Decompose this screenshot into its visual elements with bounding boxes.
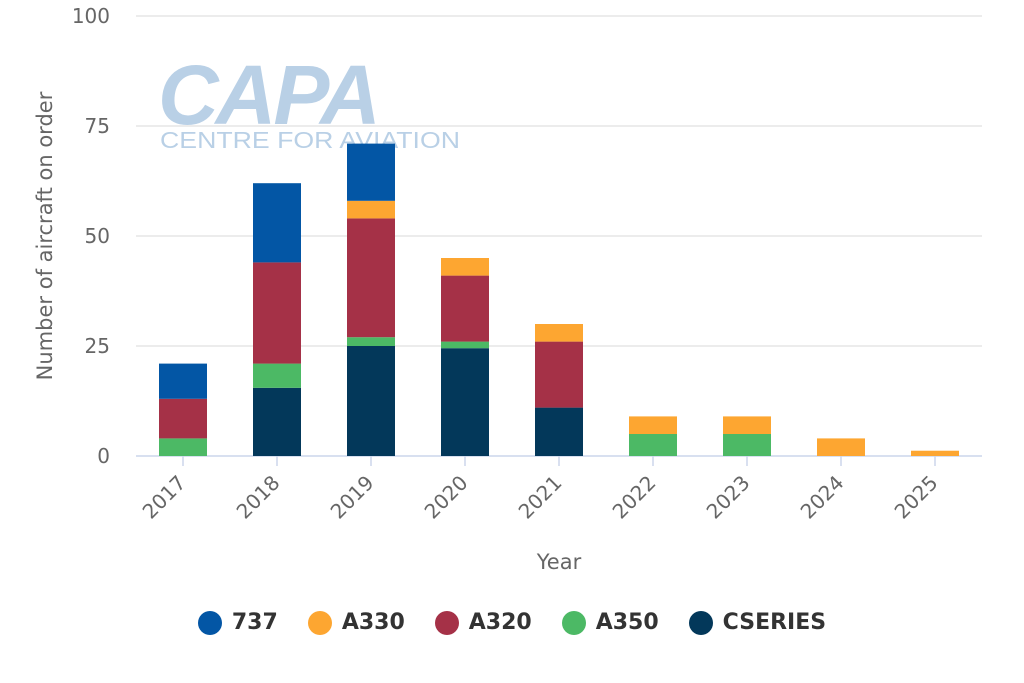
capa-watermark-logo: CAPA CENTRE FOR AVIATION [158,48,460,153]
series-737 [159,143,395,399]
x-tick-label: 2023 [702,471,755,524]
chart-legend: 737 A330 A320 A350 CSERIES [0,610,1024,635]
bar-segment [441,341,489,349]
legend-item-a330[interactable]: A330 [307,610,405,635]
watermark-sub-text: CENTRE FOR AVIATION [160,127,460,153]
series-a320 [159,218,583,439]
bar-segment [159,398,207,439]
series-a350 [159,337,771,456]
bar-segment [441,258,489,276]
x-tick-label: 2024 [796,471,849,524]
x-tick-label: 2019 [326,471,379,524]
x-axis-title: Year [536,550,582,574]
y-tick-label: 0 [97,444,110,468]
bar-segment [535,341,583,408]
x-tick-label: 2025 [890,471,943,524]
series-cseries [253,346,583,456]
legend-item-cseries[interactable]: CSERIES [688,610,827,635]
x-tick-label: 2021 [514,471,567,524]
bar-segment [347,143,395,201]
bar-segment [253,262,301,364]
bar-segment [159,363,207,399]
bar-segment [723,416,771,434]
legend-swatch [197,610,222,635]
x-tick-label: 2018 [232,471,285,524]
bar-segment [441,275,489,342]
series-a330 [347,200,959,456]
bar-segment [253,183,301,263]
bar-segment [347,346,395,456]
bar-segment [535,407,583,456]
bar-segment [911,450,959,456]
bar-segment [159,438,207,456]
legend-label: CSERIES [722,610,827,635]
legend-label: A330 [341,610,405,635]
bar-segment [629,434,677,456]
y-tick-label: 100 [72,4,110,28]
bar-segment [347,337,395,346]
bar-series [159,143,959,456]
bar-segment [817,438,865,456]
chart-area: CAPA CENTRE FOR AVIATION 0 25 50 75 100 2017 2… [33,4,982,574]
y-axis-title: Number of aircraft on order [33,91,57,380]
legend-label: A320 [468,610,532,635]
legend-swatch [434,610,459,635]
bar-segment [253,363,301,388]
x-tick-label: 2017 [138,471,191,524]
bar-segment [347,218,395,338]
legend-item-a320[interactable]: A320 [434,610,532,635]
bar-segment [347,200,395,219]
legend-swatch [688,610,713,635]
bar-segment [629,416,677,434]
legend-item-a350[interactable]: A350 [561,610,659,635]
legend-swatch [307,610,332,635]
legend-label: A350 [595,610,659,635]
legend-item-737[interactable]: 737 [197,610,278,635]
y-tick-label: 25 [85,334,110,358]
x-tick-label: 2022 [608,471,661,524]
y-tick-label: 75 [85,114,110,138]
bar-segment [441,348,489,456]
legend-swatch [561,610,586,635]
bar-segment [723,434,771,456]
y-tick-label: 50 [85,224,110,248]
bar-segment [535,324,583,342]
bar-segment [253,387,301,456]
legend-label: 737 [231,610,278,635]
x-tick-label: 2020 [420,471,473,524]
